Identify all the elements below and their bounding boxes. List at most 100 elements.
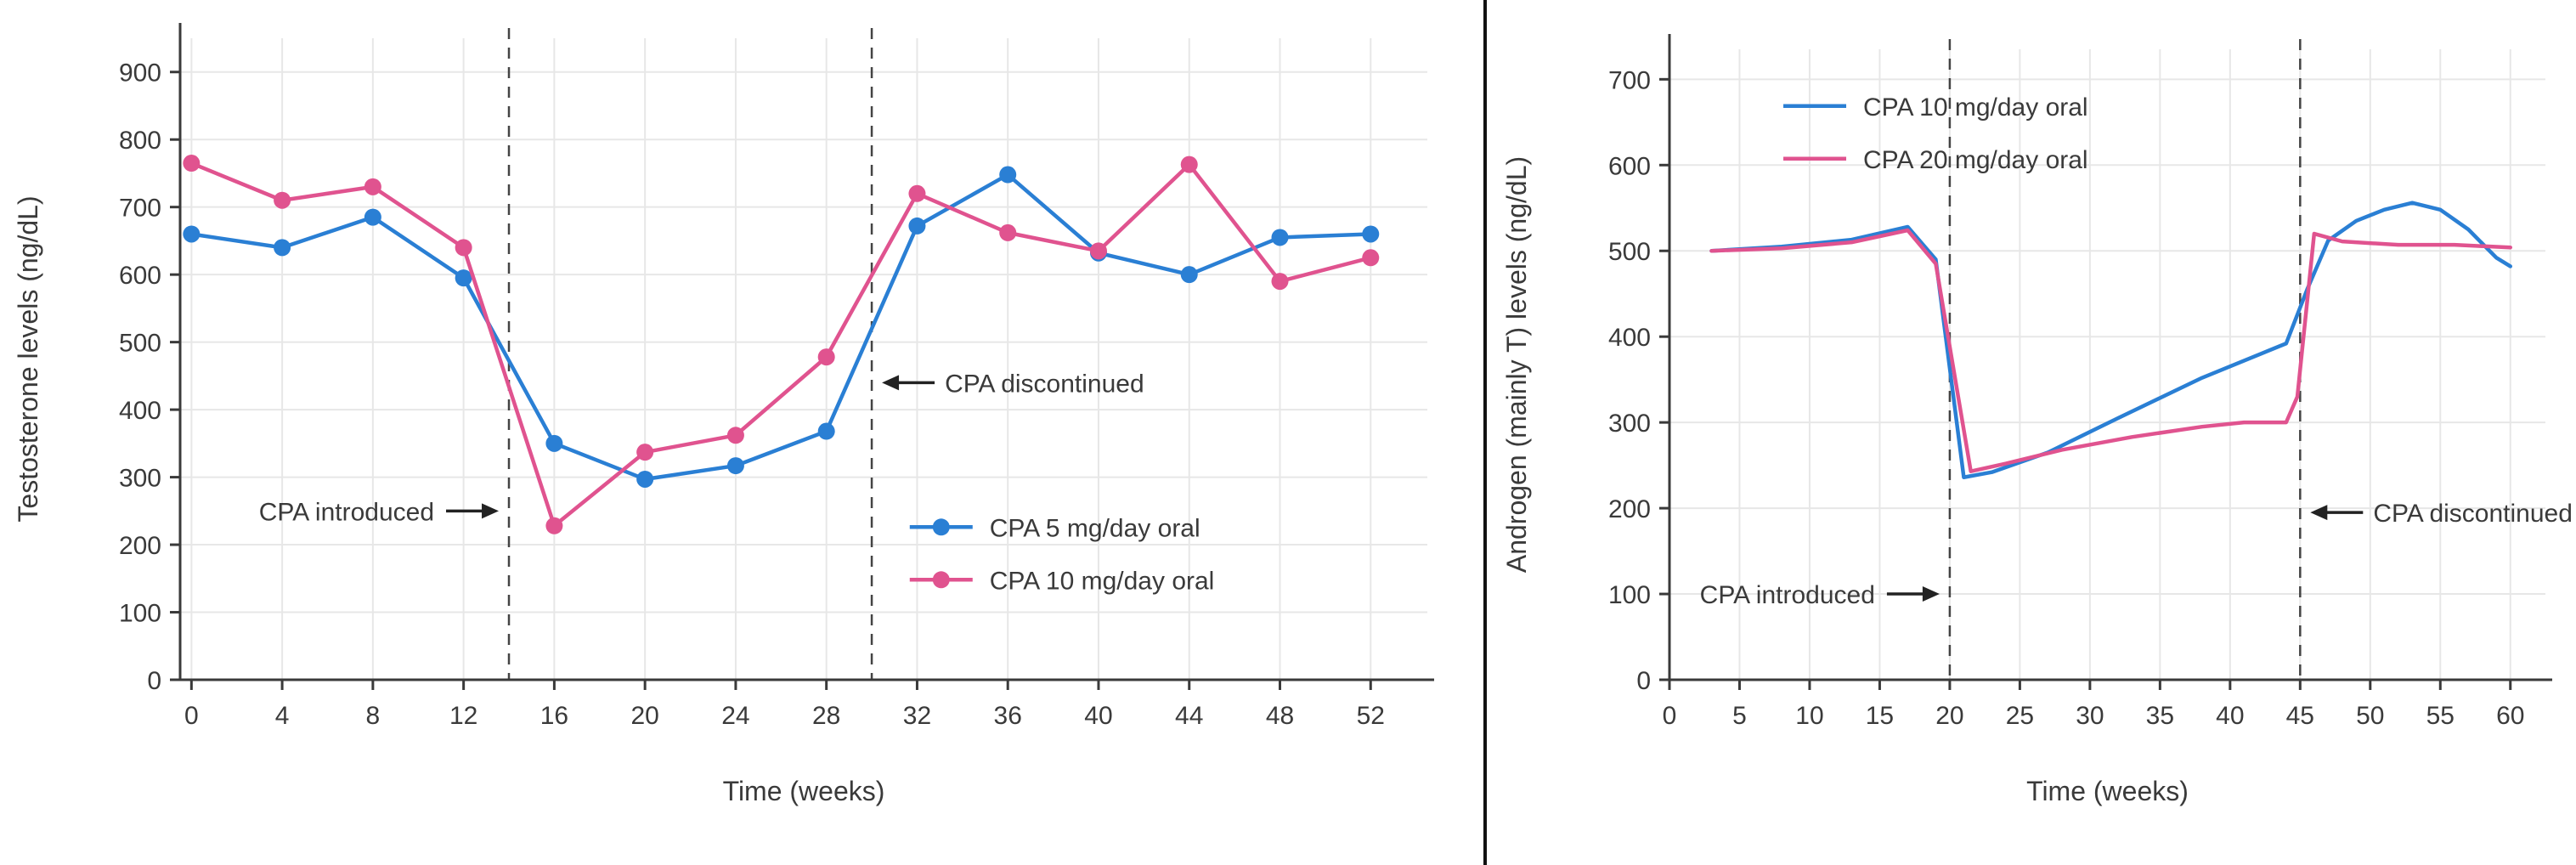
y-tick-label: 400 <box>119 397 161 425</box>
y-tick-label: 400 <box>1608 324 1651 352</box>
data-point-marker <box>1271 273 1289 291</box>
x-tick-label: 50 <box>2356 702 2384 730</box>
data-point-marker <box>1180 266 1198 284</box>
x-tick-label: 52 <box>1357 702 1385 730</box>
x-tick-label: 0 <box>184 702 199 730</box>
y-axis-label: Androgen (mainly T) levels (ng/dL) <box>1501 156 1532 573</box>
x-tick-label: 36 <box>994 702 1022 730</box>
x-tick-label: 10 <box>1795 702 1823 730</box>
y-tick-label: 600 <box>1608 152 1651 180</box>
annotation-arrowhead-icon <box>482 503 500 519</box>
x-tick-label: 12 <box>449 702 477 730</box>
y-tick-label: 200 <box>1608 495 1651 523</box>
data-point-marker <box>908 217 926 235</box>
data-point-marker <box>183 225 201 243</box>
data-point-marker <box>1362 249 1380 267</box>
data-point-marker <box>274 239 291 257</box>
annotation-arrowhead-icon <box>882 375 900 391</box>
data-point-marker <box>274 191 291 209</box>
annotation-text: CPA introduced <box>259 498 434 526</box>
data-point-marker <box>636 444 654 461</box>
x-tick-label: 55 <box>2426 702 2455 730</box>
y-tick-label: 700 <box>1608 66 1651 94</box>
x-axis-label: Time (weeks) <box>723 776 885 806</box>
panel-divider <box>1483 0 1487 865</box>
annotation-arrowhead-icon <box>1922 586 1940 602</box>
data-point-marker <box>545 434 563 452</box>
annotation-text: CPA introduced <box>1700 581 1875 609</box>
annotation-text: CPA discontinued <box>2373 500 2573 528</box>
data-point-marker <box>726 427 744 444</box>
series-line <box>189 161 1373 529</box>
series-line <box>1709 228 2513 473</box>
x-tick-label: 5 <box>1732 702 1747 730</box>
x-tick-label: 40 <box>2216 702 2244 730</box>
y-tick-label: 700 <box>119 195 161 223</box>
x-tick-label: 15 <box>1866 702 1894 730</box>
data-point-marker <box>455 239 472 257</box>
testosterone-chart-panel: 0 4 8 12 16 20 24 28 32 36 40 44 48 52 0 100 200 300 400 50… <box>13 23 1434 806</box>
data-point-marker <box>817 348 835 366</box>
testosterone-chart: 0 4 8 12 16 20 24 28 32 36 40 44 48 52010020030040050… <box>13 23 1434 806</box>
x-tick-label: 28 <box>812 702 840 730</box>
x-axis-label: Time (weeks) <box>2026 776 2189 806</box>
y-tick-label: 500 <box>119 330 161 358</box>
data-point-marker <box>455 269 472 287</box>
data-point-marker <box>908 184 926 202</box>
legend-marker <box>932 571 950 589</box>
x-tick-label: 30 <box>2076 702 2104 730</box>
legend-label: CPA 10 mg/day oral <box>990 567 1215 595</box>
data-point-marker <box>1089 242 1107 260</box>
annotation-text: CPA discontinued <box>945 370 1144 398</box>
x-tick-label: 16 <box>540 702 568 730</box>
data-point-marker <box>1180 155 1198 173</box>
series-line <box>1709 201 2513 480</box>
androgen-chart-panel: 0 5 10 15 20 25 30 35 40 45 50 55 60 0 100 200 300 400 500… <box>1487 0 2576 865</box>
y-tick-label: 500 <box>1608 238 1651 266</box>
x-tick-label: 60 <box>2496 702 2524 730</box>
y-tick-label: 300 <box>1608 410 1651 438</box>
x-tick-label: 32 <box>903 702 931 730</box>
data-point-marker <box>999 166 1017 184</box>
androgen-chart: 0 5 10 15 20 25 30 35 40 45 50 55 600100200300400500… <box>1501 34 2573 806</box>
y-tick-label: 300 <box>119 465 161 493</box>
x-tick-label: 0 <box>1663 702 1677 730</box>
x-tick-label: 44 <box>1175 702 1203 730</box>
data-point-marker <box>636 470 654 488</box>
x-tick-label: 20 <box>630 702 658 730</box>
y-tick-label: 100 <box>119 600 161 628</box>
data-point-marker <box>364 178 381 195</box>
y-axis-label: Testosterone levels (ng/dL) <box>13 195 43 522</box>
y-tick-label: 800 <box>119 127 161 155</box>
y-tick-label: 100 <box>1608 581 1651 609</box>
x-tick-label: 35 <box>2146 702 2174 730</box>
x-tick-label: 40 <box>1084 702 1112 730</box>
y-tick-label: 0 <box>147 667 161 695</box>
x-tick-label: 25 <box>2006 702 2034 730</box>
x-tick-label: 8 <box>366 702 381 730</box>
data-point-marker <box>183 155 201 172</box>
data-point-marker <box>1362 225 1380 243</box>
series-line <box>189 172 1373 482</box>
x-tick-label: 24 <box>721 702 749 730</box>
data-point-marker <box>364 208 381 226</box>
legend-label: CPA 5 mg/day oral <box>990 514 1200 542</box>
legend-marker <box>932 518 950 536</box>
x-tick-label: 45 <box>2286 702 2314 730</box>
y-tick-label: 0 <box>1636 667 1651 695</box>
y-tick-label: 200 <box>119 532 161 560</box>
x-tick-label: 20 <box>1935 702 1963 730</box>
data-point-marker <box>1271 229 1289 246</box>
y-tick-label: 600 <box>119 262 161 290</box>
data-point-marker <box>726 457 744 475</box>
x-tick-label: 4 <box>275 702 290 730</box>
x-tick-label: 48 <box>1266 702 1294 730</box>
data-point-marker <box>817 422 835 440</box>
data-point-marker <box>999 223 1017 241</box>
y-tick-label: 900 <box>119 59 161 88</box>
legend-label: CPA 10 mg/day oral <box>1863 93 2088 122</box>
annotation-arrowhead-icon <box>2310 505 2328 521</box>
legend-label: CPA 20 mg/day oral <box>1863 146 2088 174</box>
data-point-marker <box>545 517 563 534</box>
